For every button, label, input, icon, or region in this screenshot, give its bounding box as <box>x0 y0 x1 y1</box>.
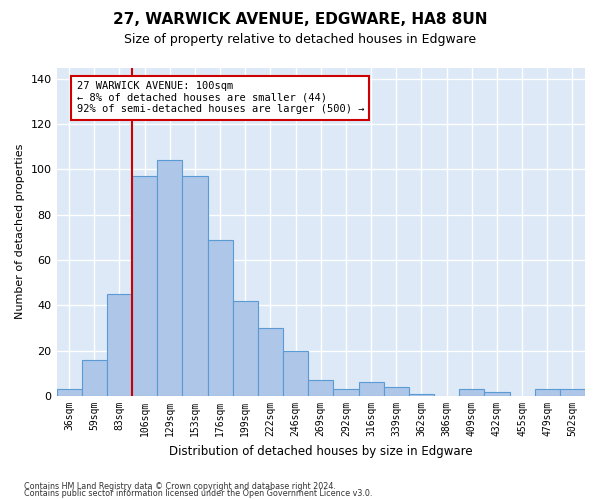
Bar <box>283 350 308 396</box>
Bar <box>560 390 585 396</box>
Text: 27, WARWICK AVENUE, EDGWARE, HA8 8UN: 27, WARWICK AVENUE, EDGWARE, HA8 8UN <box>113 12 487 28</box>
Bar <box>359 382 383 396</box>
Bar <box>383 387 409 396</box>
Bar <box>56 390 82 396</box>
Bar <box>132 176 157 396</box>
Bar <box>157 160 182 396</box>
Bar <box>308 380 334 396</box>
Bar <box>459 390 484 396</box>
Bar <box>233 301 258 396</box>
Text: Contains public sector information licensed under the Open Government Licence v3: Contains public sector information licen… <box>24 489 373 498</box>
Bar <box>258 328 283 396</box>
Text: Contains HM Land Registry data © Crown copyright and database right 2024.: Contains HM Land Registry data © Crown c… <box>24 482 336 491</box>
Bar <box>535 390 560 396</box>
Text: Size of property relative to detached houses in Edgware: Size of property relative to detached ho… <box>124 32 476 46</box>
X-axis label: Distribution of detached houses by size in Edgware: Distribution of detached houses by size … <box>169 444 473 458</box>
Text: 27 WARWICK AVENUE: 100sqm
← 8% of detached houses are smaller (44)
92% of semi-d: 27 WARWICK AVENUE: 100sqm ← 8% of detach… <box>77 81 364 114</box>
Bar <box>484 392 509 396</box>
Bar <box>107 294 132 396</box>
Bar <box>182 176 208 396</box>
Bar <box>334 390 359 396</box>
Bar <box>208 240 233 396</box>
Bar <box>82 360 107 396</box>
Y-axis label: Number of detached properties: Number of detached properties <box>15 144 25 320</box>
Bar <box>409 394 434 396</box>
